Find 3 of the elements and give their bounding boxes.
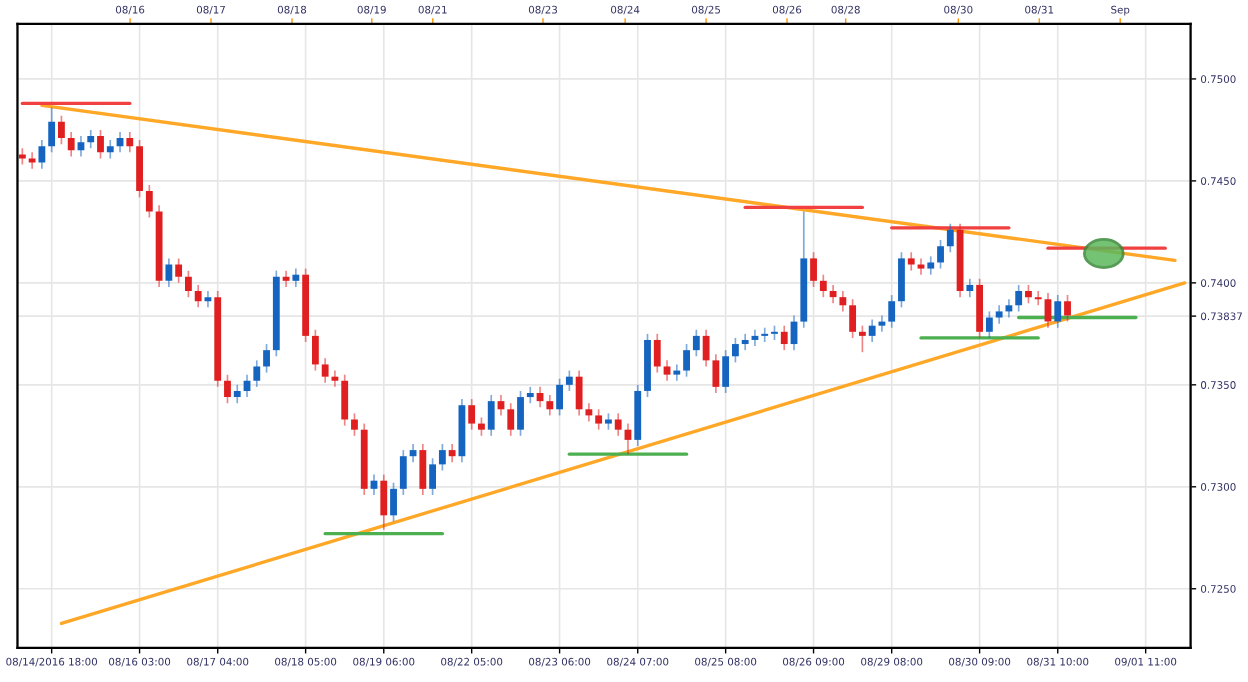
candlestick	[761, 326, 769, 343]
candlestick	[1034, 290, 1042, 307]
candlestick	[673, 363, 681, 382]
